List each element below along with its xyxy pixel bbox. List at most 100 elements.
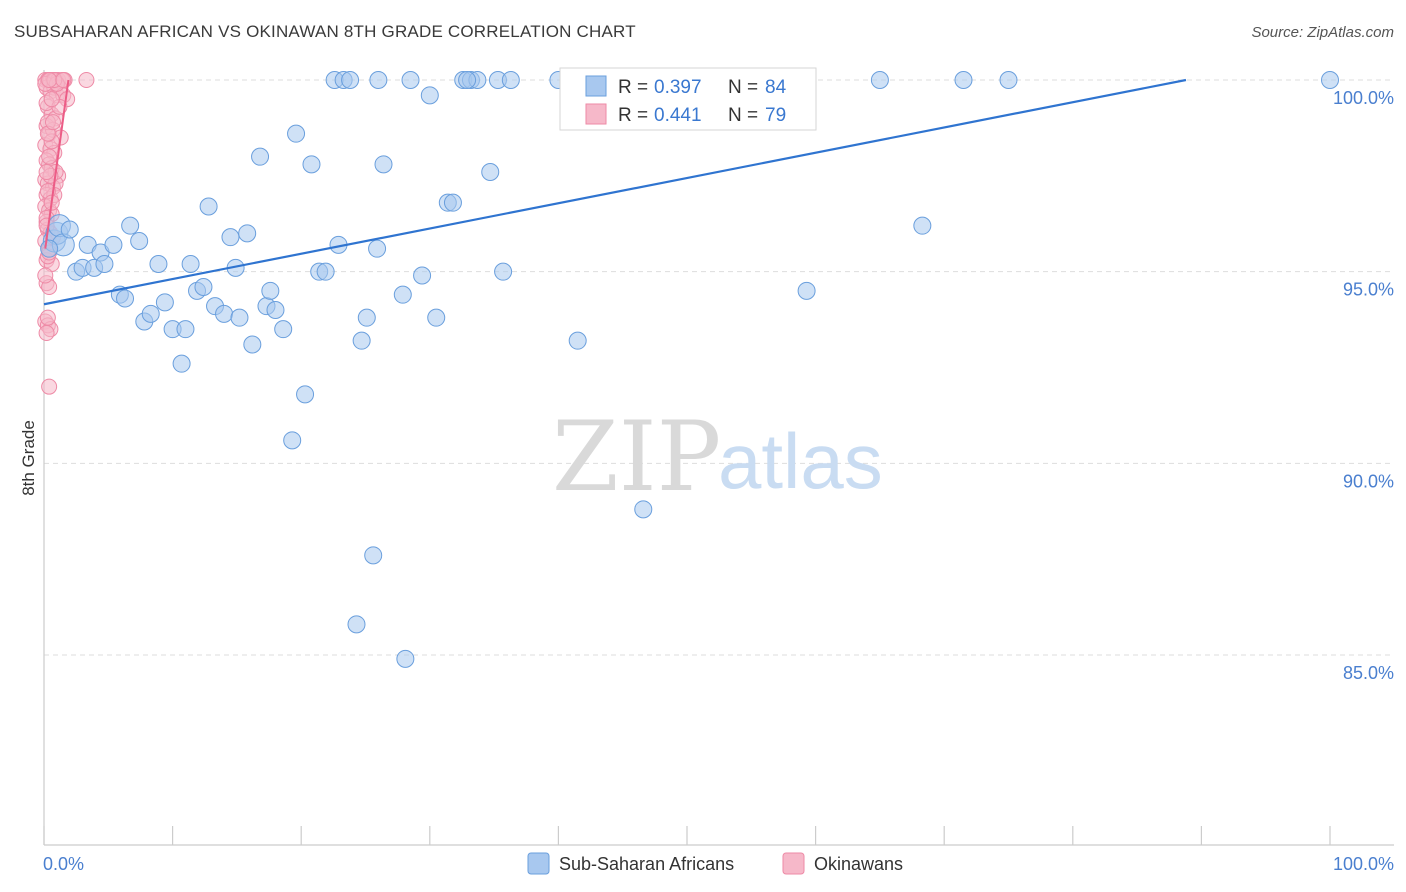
point-okinawans [41, 148, 58, 165]
point-sub-saharan [141, 304, 160, 323]
point-sub-saharan [243, 335, 262, 354]
y-tick-label: 100.0% [1333, 88, 1394, 108]
source-credit: Source: ZipAtlas.com [1251, 24, 1394, 41]
point-sub-saharan [396, 649, 415, 668]
chart-title: SUBSAHARAN AFRICAN VS OKINAWAN 8TH GRADE… [14, 22, 636, 41]
point-sub-saharan [287, 124, 306, 143]
bottom-legend-swatch-blue [527, 852, 550, 875]
point-okinawans [45, 114, 62, 131]
bottom-legend-label-okinawans: Okinawans [814, 854, 903, 874]
series-sub-saharan-africans [40, 71, 1339, 668]
trendlines [43, 78, 1187, 306]
point-sub-saharan [60, 220, 79, 239]
legend-swatch-pink [585, 103, 607, 125]
point-sub-saharan [494, 262, 513, 281]
watermark-zip: ZIP [552, 401, 721, 513]
point-okinawans [41, 72, 58, 88]
bottom-legend-label-sub-saharan: Sub-Saharan Africans [559, 854, 734, 874]
point-sub-saharan [413, 266, 432, 285]
y-tick-label: 85.0% [1343, 663, 1394, 683]
bottom-legend-swatch-pink [782, 852, 805, 875]
correlation-legend: R = 0.397 N = 84 R = 0.441 N = 79 [559, 67, 817, 131]
point-sub-saharan [194, 278, 213, 296]
point-sub-saharan [230, 308, 249, 327]
x-tick-label-min: 0.0% [43, 854, 84, 874]
watermark: ZIP atlas [552, 401, 883, 513]
trendline-sub-saharan [43, 78, 1187, 306]
point-okinawans [43, 91, 60, 108]
legend-n-label-2: N = [728, 105, 758, 126]
legend-n-label-1: N = [728, 77, 758, 98]
trendline-okinawans [44, 79, 70, 249]
point-okinawans [78, 72, 95, 88]
legend-r-label-1: R = [618, 77, 648, 98]
point-sub-saharan [347, 615, 366, 634]
point-okinawans [39, 309, 56, 326]
point-sub-saharan [797, 281, 816, 300]
point-sub-saharan [283, 431, 302, 450]
point-sub-saharan [369, 71, 388, 89]
y-tick-label: 95.0% [1343, 280, 1394, 300]
point-sub-saharan [172, 354, 191, 373]
legend-r-value-2: 0.441 [654, 105, 702, 126]
point-okinawans [38, 164, 55, 180]
point-sub-saharan [221, 228, 240, 247]
y-tick-label: 90.0% [1343, 471, 1394, 491]
point-sub-saharan [999, 71, 1018, 89]
point-sub-saharan [130, 232, 149, 250]
point-sub-saharan [215, 304, 234, 323]
y-tick-labels: 85.0% 90.0% 95.0% 100.0% [1333, 88, 1394, 683]
point-okinawans [38, 325, 55, 341]
point-sub-saharan [427, 308, 446, 327]
point-sub-saharan [261, 281, 280, 300]
point-sub-saharan [481, 163, 500, 181]
point-sub-saharan [393, 285, 412, 304]
point-sub-saharan [266, 301, 285, 319]
y-axis-title: 8th Grade [19, 420, 38, 496]
point-sub-saharan [296, 385, 315, 404]
legend-swatch-blue [585, 75, 607, 97]
point-sub-saharan [104, 235, 123, 254]
point-sub-saharan [40, 239, 59, 258]
point-sub-saharan [341, 71, 360, 89]
point-sub-saharan [568, 331, 587, 350]
point-sub-saharan [458, 71, 477, 89]
point-sub-saharan [181, 255, 200, 273]
point-sub-saharan [95, 255, 114, 273]
x-tick-label-max: 100.0% [1333, 854, 1394, 874]
bottom-legend: Sub-Saharan Africans Okinawans [527, 852, 903, 875]
point-sub-saharan [374, 155, 393, 174]
point-sub-saharan [316, 262, 335, 281]
point-sub-saharan [913, 216, 932, 235]
point-sub-saharan [443, 193, 462, 212]
legend-r-value-1: 0.397 [654, 77, 702, 98]
x-ticks [43, 826, 1331, 845]
point-sub-saharan [1321, 71, 1339, 89]
legend-r-label-2: R = [618, 105, 648, 126]
point-sub-saharan [155, 293, 174, 312]
point-sub-saharan [149, 255, 168, 273]
point-okinawans [41, 378, 58, 395]
point-sub-saharan [199, 197, 218, 216]
point-okinawans [37, 267, 54, 284]
point-sub-saharan [238, 224, 257, 243]
point-sub-saharan [364, 546, 383, 565]
point-sub-saharan [352, 331, 371, 350]
point-sub-saharan [401, 71, 420, 89]
point-sub-saharan [116, 289, 135, 308]
legend-n-value-1: 84 [765, 77, 787, 98]
point-sub-saharan [302, 155, 321, 174]
point-sub-saharan [368, 239, 387, 258]
point-sub-saharan [357, 308, 376, 327]
point-sub-saharan [501, 71, 520, 89]
point-sub-saharan [420, 86, 439, 105]
point-sub-saharan [274, 320, 293, 339]
point-sub-saharan [870, 71, 889, 89]
watermark-atlas: atlas [718, 417, 883, 505]
point-sub-saharan [634, 500, 653, 519]
point-sub-saharan [176, 320, 195, 339]
point-sub-saharan [251, 147, 270, 166]
point-sub-saharan [954, 71, 973, 89]
legend-n-value-2: 79 [765, 105, 786, 126]
